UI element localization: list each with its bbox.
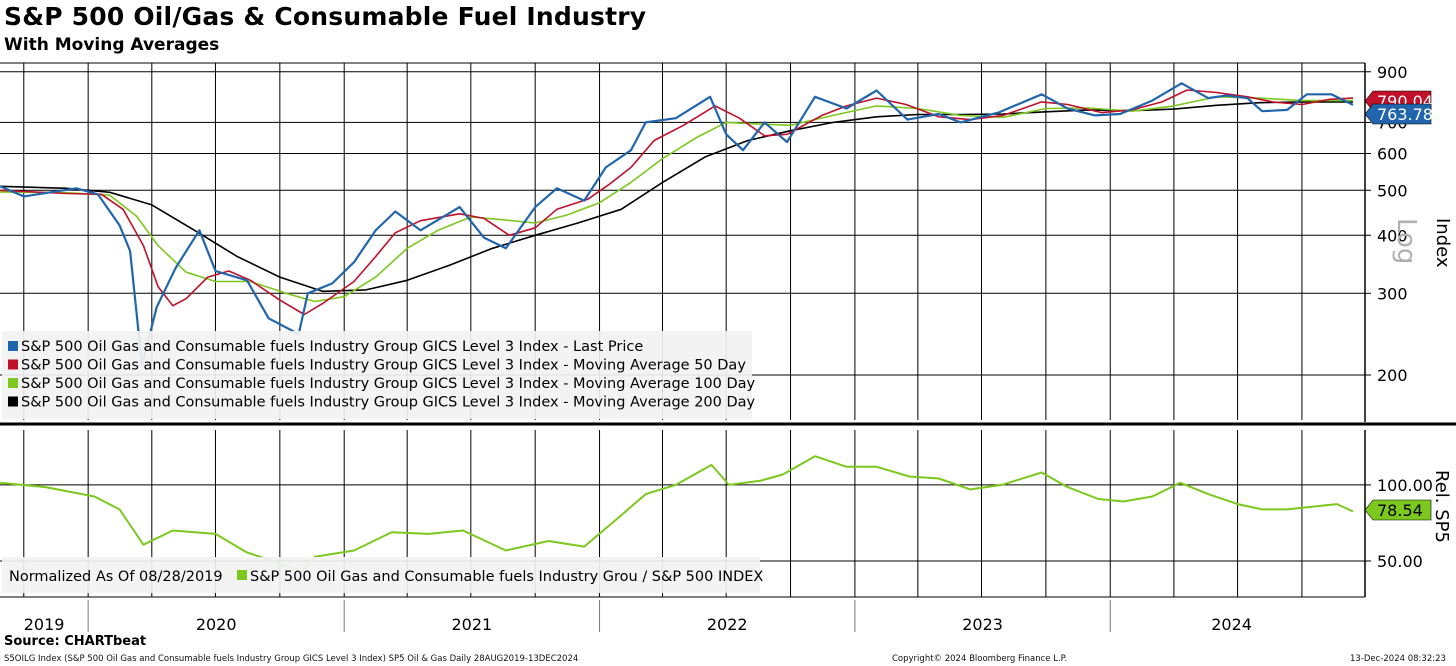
lower-legend: Normalized As Of 08/28/2019 S&P 500 Oil G…	[2, 557, 763, 593]
y-tick-label: 900	[1377, 63, 1408, 82]
price-last-value-tag: 763.78	[1364, 103, 1433, 125]
series-line	[0, 82, 1354, 367]
series-line	[0, 89, 1354, 316]
chart-subtitle: With Moving Averages	[4, 35, 220, 55]
legend-swatch	[8, 341, 18, 351]
y-tick-label: 400	[1377, 226, 1408, 245]
legend-entry: S&P 500 Oil Gas and Consumable fuels Ind…	[21, 339, 643, 355]
chart-title: S&P 500 Oil/Gas & Consumable Fuel Indust…	[4, 2, 647, 31]
y-tick-label: 600	[1377, 145, 1408, 164]
x-tick-label: 2023	[962, 615, 1003, 634]
value-tag-text: 763.78	[1377, 105, 1433, 124]
x-tick-label: 2022	[707, 615, 748, 634]
series-line	[0, 455, 1354, 574]
value-tag-text: 78.54	[1377, 501, 1423, 520]
vertical-gridlines	[23, 63, 1303, 597]
legend-background	[2, 331, 752, 419]
x-tick-label: 2019	[24, 615, 65, 634]
series-group	[0, 82, 1354, 574]
y-tick-label: 200	[1377, 366, 1408, 385]
legend-entry: S&P 500 Oil Gas and Consumable fuels Ind…	[21, 376, 756, 392]
y-tick-label: 100.00	[1377, 476, 1433, 495]
y-tick-label: 300	[1377, 284, 1408, 303]
y-tick-label: 50.00	[1377, 552, 1423, 571]
x-tick-label: 2020	[196, 615, 237, 634]
normalization-note: Normalized As Of 08/28/2019	[9, 569, 223, 585]
x-axis: 2019 2020 2021 2022 2023 2024	[24, 600, 1252, 634]
rel-last-value-tag: 78.54	[1364, 499, 1432, 521]
legend-swatch	[8, 396, 18, 407]
x-tick-label: 2024	[1211, 615, 1252, 634]
x-tick-label: 2021	[452, 615, 493, 634]
legend-swatch	[8, 378, 18, 388]
footer-timestamp: 13-Dec-2024 08:32:23	[1350, 654, 1446, 664]
series-line	[0, 96, 1353, 303]
footer-ticker-info: S5OILG Index (S&P 500 Oil Gas and Consum…	[4, 654, 579, 664]
lower-y-axis-label: Rel. SP5	[1431, 470, 1452, 543]
horizontal-gridlines	[0, 71, 1365, 562]
log-scale-label: Log	[1391, 218, 1421, 264]
legend-background	[2, 557, 760, 593]
upper-y-axis-label: Index	[1432, 218, 1453, 268]
value-tag-box	[1364, 499, 1432, 521]
footer-copyright: Copyright© 2024 Bloomberg Finance L.P.	[892, 654, 1068, 664]
y-tick-label: 500	[1377, 181, 1408, 200]
series-line	[0, 101, 1353, 293]
source-note: Source: CHARTbeat	[4, 634, 147, 649]
legend-swatch	[8, 359, 18, 370]
legend-entry: S&P 500 Oil Gas and Consumable fuels Ind…	[250, 569, 763, 585]
upper-legend: S&P 500 Oil Gas and Consumable fuels Ind…	[2, 331, 756, 419]
value-tag-box	[1364, 103, 1432, 125]
legend-swatch	[237, 570, 247, 580]
legend-entry: S&P 500 Oil Gas and Consumable fuels Ind…	[21, 395, 756, 411]
legend-entry: S&P 500 Oil Gas and Consumable fuels Ind…	[21, 358, 746, 374]
